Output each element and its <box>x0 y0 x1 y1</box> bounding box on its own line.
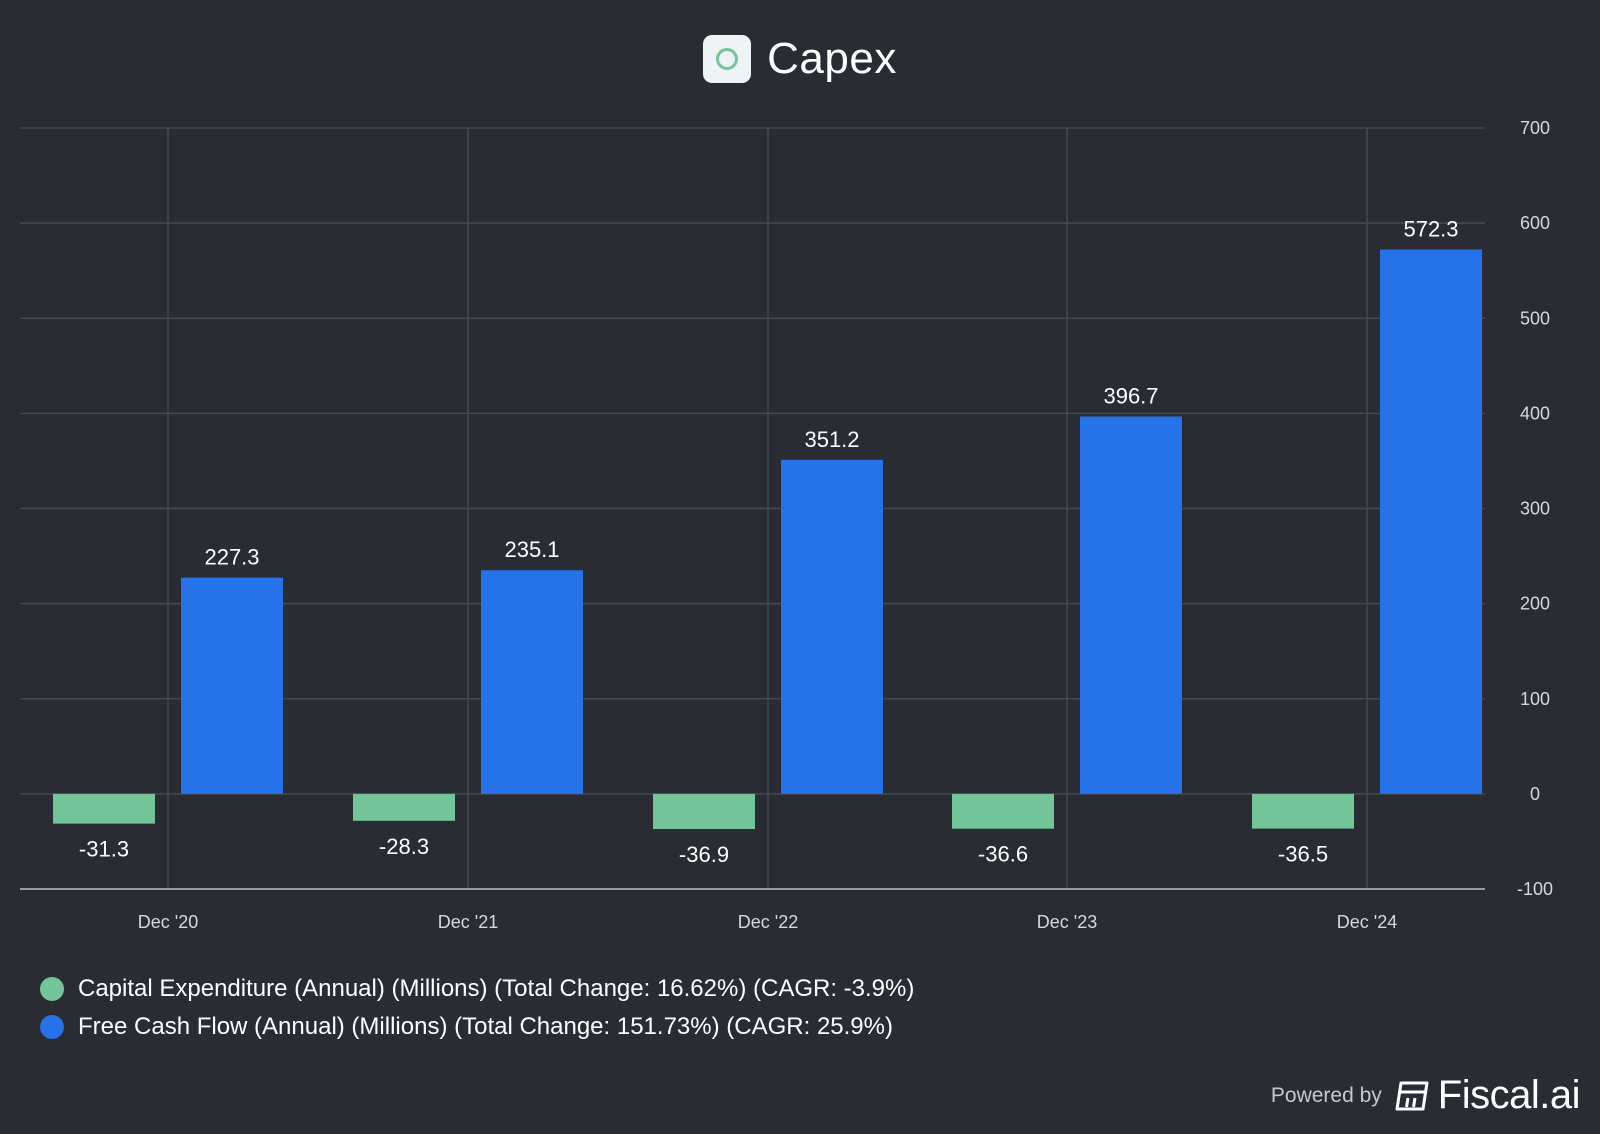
y-tick-label: 600 <box>1520 213 1550 233</box>
y-tick-label: 400 <box>1520 403 1550 423</box>
data-label: -36.5 <box>1278 842 1328 867</box>
y-tick-label: 0 <box>1530 784 1540 804</box>
data-label: 572.3 <box>1403 216 1458 241</box>
company-logo-icon <box>703 35 752 83</box>
legend-label-capex: Capital Expenditure (Annual) (Millions) … <box>78 975 915 1002</box>
y-tick-label: 100 <box>1520 689 1550 709</box>
legend-dot-fcf-icon <box>40 1015 64 1039</box>
bar-capex <box>53 793 155 824</box>
y-tick-label: 300 <box>1520 499 1550 519</box>
x-tick-label: Dec '22 <box>738 912 798 932</box>
legend-dot-capex-icon <box>40 977 64 1001</box>
data-label: -36.6 <box>978 842 1028 867</box>
y-tick-label: 200 <box>1520 594 1550 614</box>
bar-fcf <box>481 570 583 794</box>
bar-capex <box>653 793 755 829</box>
legend-item-capex[interactable]: Capital Expenditure (Annual) (Millions) … <box>40 970 914 1008</box>
bar-fcf <box>181 577 283 794</box>
data-label: 235.1 <box>504 537 559 562</box>
x-tick-label: Dec '21 <box>438 912 498 932</box>
y-tick-label: -100 <box>1517 879 1553 899</box>
data-label: -28.3 <box>379 834 429 859</box>
bar-chart: 700 600 500 400 300 200 100 0 -100 Dec '20 Dec '21… <box>20 118 1553 932</box>
footer-attribution: Powered by Fiscal.ai <box>1270 1073 1581 1118</box>
data-label: -31.3 <box>79 837 129 862</box>
chart-legend: Capital Expenditure (Annual) (Millions) … <box>40 970 914 1046</box>
x-tick-label: Dec '24 <box>1337 912 1397 932</box>
y-tick-label: 700 <box>1520 118 1550 138</box>
powered-by-text: Powered by <box>1270 1083 1382 1107</box>
x-tick-label: Dec '23 <box>1037 912 1097 932</box>
x-tick-label: Dec '20 <box>138 912 198 932</box>
bar-fcf <box>781 459 883 794</box>
legend-item-fcf[interactable]: Free Cash Flow (Annual) (Millions) (Tota… <box>40 1008 914 1046</box>
data-label: 396.7 <box>1103 384 1158 409</box>
y-tick-label: 500 <box>1520 308 1550 328</box>
fiscal-logo-icon <box>1395 1081 1429 1110</box>
bar-capex <box>952 793 1054 829</box>
data-label: 351.2 <box>804 427 859 452</box>
bar-capex <box>353 793 455 821</box>
chart-title: Capex <box>767 34 897 83</box>
bar-fcf <box>1080 416 1182 794</box>
chart-header: Capex <box>0 34 1600 84</box>
bar-fcf <box>1380 249 1482 794</box>
data-label: 227.3 <box>204 545 259 570</box>
data-label: -36.9 <box>679 842 729 867</box>
bar-capex <box>1252 793 1354 829</box>
brand-name: Fiscal.ai <box>1437 1073 1581 1117</box>
legend-label-fcf: Free Cash Flow (Annual) (Millions) (Tota… <box>78 1013 893 1040</box>
